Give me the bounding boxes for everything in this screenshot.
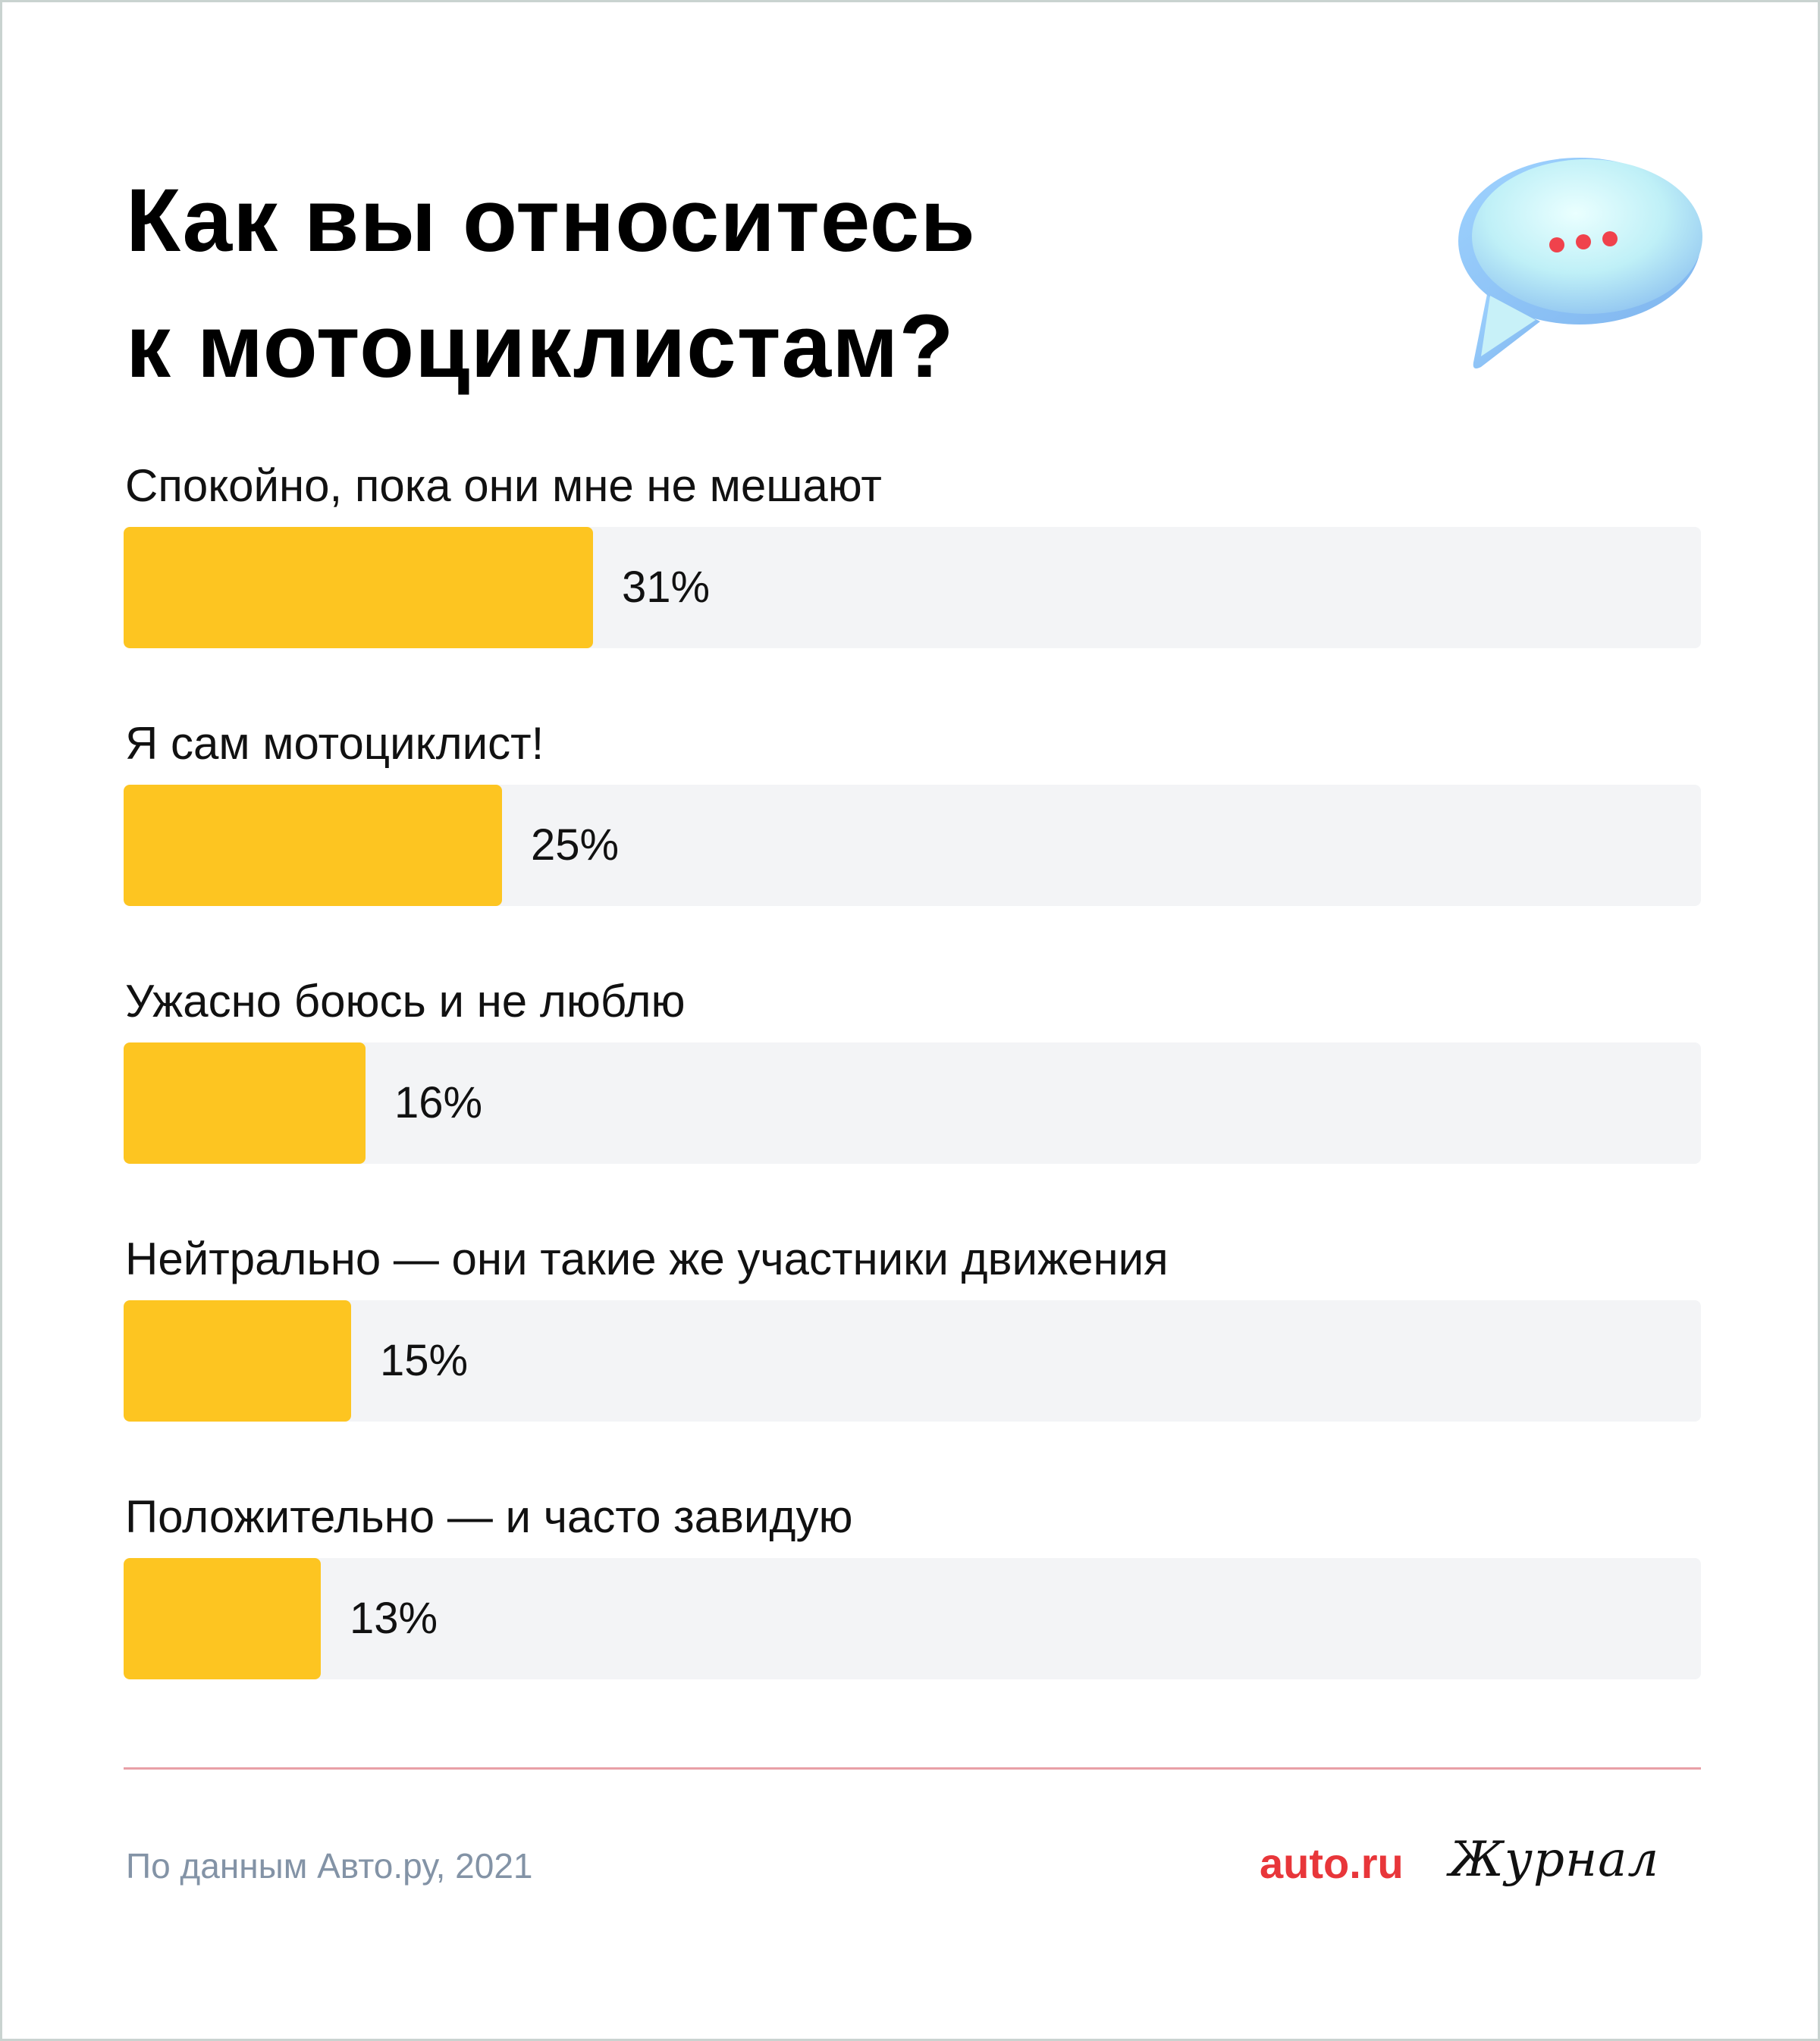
bar-category-label: Я сам мотоциклист!: [125, 718, 544, 769]
bar-value-label: 16%: [394, 1078, 483, 1127]
bar-value-label: 15%: [380, 1336, 469, 1385]
bar: [124, 527, 593, 648]
bar-category-label: Нейтрально — они такие же участники движ…: [125, 1234, 1169, 1284]
source-note: По данным Авто.ру, 2021: [126, 1846, 533, 1886]
bar-track: [124, 1042, 1701, 1164]
footer-divider: [124, 1767, 1701, 1770]
dot-3: [1602, 231, 1618, 246]
bar: [124, 1300, 351, 1422]
bar-track: [124, 785, 1701, 906]
dot-2: [1576, 234, 1591, 249]
chart-title-line-1: Как вы относитесь: [126, 171, 976, 271]
chart-title: Как вы относитесь к мотоциклистам?: [126, 158, 1415, 409]
bar-row: Положительно — и часто завидую 13%: [124, 1481, 1701, 1738]
brand-journal-logo[interactable]: Журнал: [1449, 1832, 1660, 1888]
bar-value-label: 31%: [622, 563, 711, 612]
chat-bubble-icon: [1458, 158, 1702, 368]
bar-row: Я сам мотоциклист! 25%: [124, 707, 1701, 965]
bar-category-label: Ужасно боюсь и не люблю: [125, 976, 686, 1027]
brand-logo[interactable]: auto.ru: [1260, 1839, 1404, 1887]
bar-track: [124, 1558, 1701, 1679]
chart-title-line-2: к мотоциклистам?: [126, 296, 955, 397]
bar-row: Нейтрально — они такие же участники движ…: [124, 1223, 1701, 1481]
bar-chart: Спокойно, пока они мне не мешают 31% Я сам…: [124, 450, 1701, 1738]
bar: [124, 785, 502, 906]
bar: [124, 1042, 366, 1164]
bar-category-label: Положительно — и часто завидую: [125, 1491, 853, 1542]
bar-track: [124, 527, 1701, 648]
bar: [124, 1558, 321, 1679]
bar-row: Спокойно, пока они мне не мешают 31%: [124, 450, 1701, 707]
bar-category-label: Спокойно, пока они мне не мешают: [125, 460, 882, 511]
bar-value-label: 25%: [531, 820, 620, 870]
bar-track: [124, 1300, 1701, 1422]
bar-row: Ужасно боюсь и не люблю 16%: [124, 965, 1701, 1223]
bar-value-label: 13%: [350, 1594, 438, 1643]
dot-1: [1549, 237, 1564, 252]
